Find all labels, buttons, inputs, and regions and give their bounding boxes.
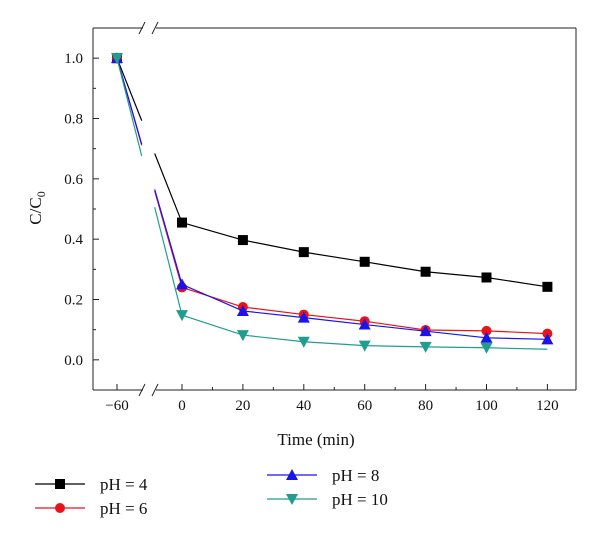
y-axis-title-main: C/C	[26, 197, 45, 224]
data-point	[177, 217, 187, 228]
data-point	[111, 53, 123, 65]
axis-break-mark	[151, 21, 159, 35]
series-ph-6	[112, 53, 553, 339]
series-layer	[111, 52, 554, 354]
y-tick-label: 0.6	[64, 172, 83, 188]
x-tick-label: 0	[178, 398, 186, 414]
data-point	[481, 272, 492, 283]
y-axis-title-sub: 0	[34, 191, 48, 197]
axis-break-mark	[138, 21, 146, 35]
legend-marker	[286, 494, 298, 505]
data-point	[359, 256, 370, 267]
legend-label: pH = 8	[332, 466, 379, 485]
legend-item: pH = 8	[267, 466, 379, 485]
data-point	[297, 311, 310, 323]
legend-label: pH = 6	[100, 499, 147, 518]
data-point	[297, 336, 310, 348]
x-tick-label: 60	[357, 398, 372, 414]
data-point	[419, 325, 432, 337]
series-line	[116, 58, 143, 156]
axis-break-mark	[138, 383, 146, 397]
series-ph-8	[111, 52, 554, 345]
data-point	[542, 281, 553, 292]
x-axis-title: Time (min)	[277, 430, 354, 449]
axis-break-mark	[151, 383, 159, 397]
data-point	[298, 247, 309, 258]
y-tick-label: 1.0	[64, 51, 83, 67]
data-point	[480, 342, 493, 354]
series-line	[181, 221, 548, 288]
data-point	[541, 333, 554, 345]
axis-ticks: 0.0 0.2 0.4 0.6 0.8 1.0 −60 0 20 40 60 80 100 120	[64, 51, 558, 414]
data-point	[419, 341, 432, 353]
data-point	[480, 331, 493, 343]
data-point	[358, 340, 371, 352]
data-point	[420, 266, 431, 277]
data-point	[358, 318, 371, 330]
legend-marker	[55, 503, 65, 513]
series-line	[154, 207, 183, 316]
legend-marker	[286, 469, 298, 480]
x-tick-label: 120	[536, 398, 559, 414]
series-ph-4	[112, 53, 553, 292]
data-point	[176, 278, 188, 290]
series-line	[154, 189, 183, 285]
y-tick-label: 0.8	[64, 112, 83, 128]
x-tick-label: 80	[418, 398, 433, 414]
x-tick-label: 100	[475, 398, 498, 414]
legend-label: pH = 4	[100, 475, 148, 494]
plot-frame	[92, 21, 577, 397]
data-point	[237, 235, 248, 246]
legend: pH = 4 pH = 6 pH = 8 pH = 10	[35, 466, 388, 518]
series-ph-10	[111, 53, 548, 354]
legend-label: pH = 10	[332, 490, 388, 509]
data-point	[236, 330, 249, 342]
legend-item: pH = 4	[35, 475, 148, 494]
legend-item: pH = 10	[267, 490, 388, 509]
x-tick-label: 20	[235, 398, 250, 414]
legend-item: pH = 6	[35, 499, 147, 518]
y-tick-label: 0.0	[64, 353, 83, 369]
y-tick-label: 0.4	[64, 232, 83, 248]
data-point	[236, 304, 249, 316]
series-line	[154, 153, 183, 223]
data-point	[481, 325, 492, 336]
data-point	[176, 310, 188, 322]
series-line	[116, 57, 143, 121]
legend-marker	[55, 479, 65, 489]
x-tick-label: −60	[105, 398, 128, 414]
y-axis-title: C/C0	[26, 191, 48, 224]
x-tick-label: 40	[296, 398, 311, 414]
y-tick-label: 0.2	[64, 293, 83, 309]
